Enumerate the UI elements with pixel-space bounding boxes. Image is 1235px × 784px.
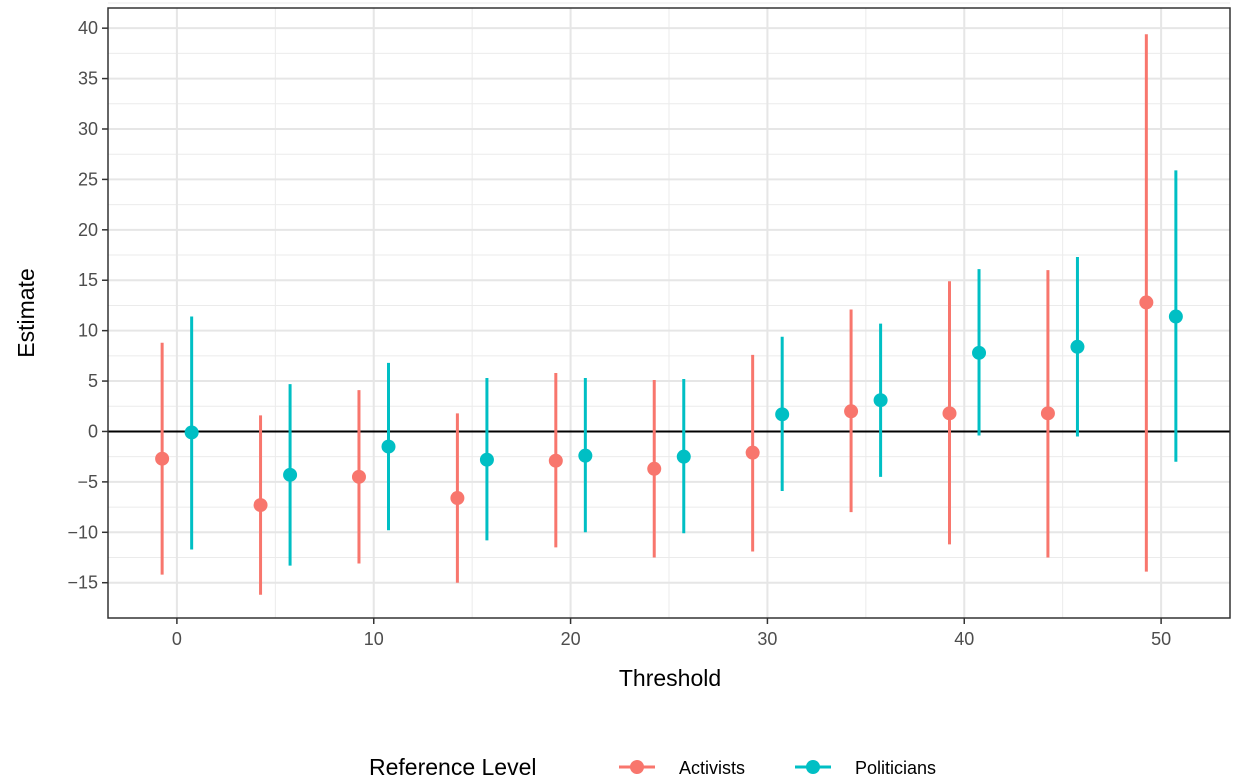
series-politicians bbox=[184, 170, 1183, 566]
x-axis-title: Threshold bbox=[619, 665, 721, 691]
minor-gridlines bbox=[108, 2, 1230, 618]
y-tick-label: 10 bbox=[78, 321, 98, 341]
point-estimate bbox=[283, 467, 298, 482]
y-axis-ticks: −15 −10 −5 0 5 10 15 20 25 30 35 40 bbox=[67, 18, 108, 593]
point-estimate bbox=[942, 406, 957, 421]
point-estimate bbox=[381, 439, 396, 454]
point-estimate bbox=[873, 393, 888, 408]
point-estimate bbox=[647, 461, 662, 476]
y-tick-label: 25 bbox=[78, 169, 98, 189]
y-axis-title: Estimate bbox=[13, 268, 39, 357]
y-tick-label: 30 bbox=[78, 119, 98, 139]
point-estimate bbox=[479, 452, 494, 467]
x-tick-label: 50 bbox=[1151, 629, 1171, 649]
x-tick-label: 20 bbox=[561, 629, 581, 649]
legend: Reference Level Activists Politicians bbox=[369, 754, 936, 780]
y-tick-label: −10 bbox=[67, 522, 98, 542]
x-tick-label: 30 bbox=[757, 629, 777, 649]
x-axis-ticks: 0 10 20 30 40 50 bbox=[172, 618, 1171, 649]
legend-label-activists: Activists bbox=[679, 758, 745, 778]
point-estimate bbox=[1139, 295, 1154, 310]
point-estimate bbox=[253, 498, 268, 513]
point-estimate bbox=[972, 345, 987, 360]
legend-key-activists bbox=[619, 760, 655, 774]
point-estimate bbox=[351, 469, 366, 484]
point-estimate bbox=[155, 451, 170, 466]
y-tick-label: 5 bbox=[88, 371, 98, 391]
y-tick-label: 15 bbox=[78, 270, 98, 290]
point-estimate bbox=[1040, 406, 1055, 421]
point-estimate bbox=[844, 404, 859, 419]
point-estimate bbox=[745, 445, 760, 460]
panel-border bbox=[107, 7, 1231, 619]
y-tick-label: 0 bbox=[88, 421, 98, 441]
point-estimate bbox=[676, 449, 691, 464]
y-tick-label: 40 bbox=[78, 18, 98, 38]
major-gridlines bbox=[108, 8, 1230, 618]
series-activists bbox=[155, 34, 1154, 595]
y-tick-label: −5 bbox=[77, 472, 98, 492]
legend-title: Reference Level bbox=[369, 754, 537, 780]
x-tick-label: 10 bbox=[364, 629, 384, 649]
point-estimate bbox=[450, 491, 465, 506]
plot-marks bbox=[155, 34, 1183, 595]
x-tick-label: 40 bbox=[954, 629, 974, 649]
point-estimate bbox=[1168, 309, 1183, 324]
point-estimate bbox=[1070, 339, 1085, 354]
y-tick-label: 20 bbox=[78, 220, 98, 240]
point-estimate bbox=[548, 453, 563, 468]
legend-key-politicians bbox=[795, 760, 831, 774]
y-tick-label: 35 bbox=[78, 69, 98, 89]
x-tick-label: 0 bbox=[172, 629, 182, 649]
point-estimate bbox=[578, 448, 593, 463]
y-tick-label: −15 bbox=[67, 573, 98, 593]
legend-label-politicians: Politicians bbox=[855, 758, 936, 778]
point-estimate bbox=[775, 407, 790, 422]
point-estimate bbox=[184, 425, 199, 440]
